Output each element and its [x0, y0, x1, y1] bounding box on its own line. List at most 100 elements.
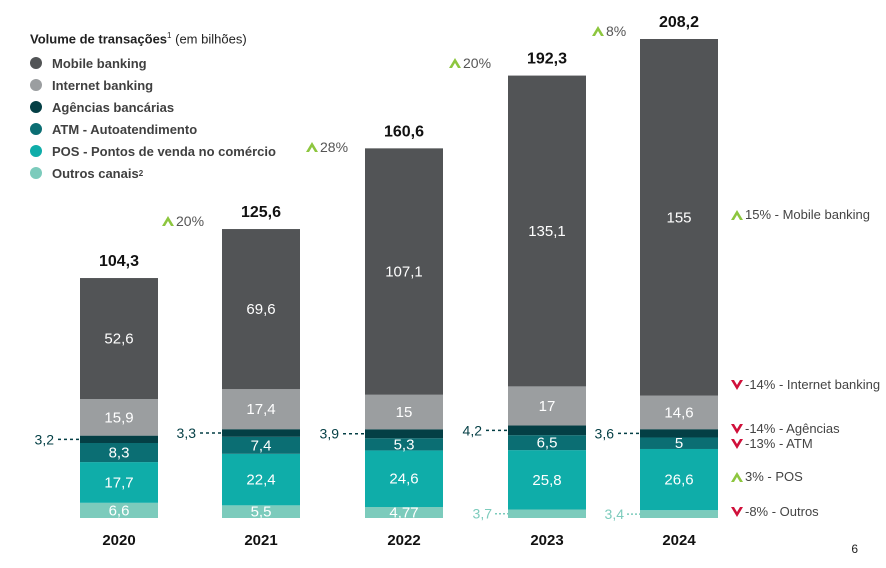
segment-value-label: 17,7 [104, 474, 133, 491]
legend-item: Mobile banking [30, 52, 276, 74]
legend-item: Outros canais 2 [30, 162, 276, 184]
x-tick-label: 2022 [387, 532, 420, 549]
bar-segment [222, 436, 300, 454]
growth-label: 28% [320, 139, 348, 155]
segment-value-label: 155 [666, 209, 691, 226]
legend-swatch [30, 57, 42, 70]
legend-label: POS - Pontos de venda no comércio [52, 143, 276, 159]
segment-value-label: 22,4 [246, 472, 275, 489]
agencias-value-label: 3,2 [35, 431, 55, 447]
segment-value-label: 17 [539, 398, 556, 415]
segment-value-label: 17,4 [246, 401, 275, 418]
legend-swatch [30, 145, 42, 158]
bar-segment [222, 389, 300, 430]
segment-value-label: 25,8 [532, 472, 561, 489]
agencias-value-label: 3,6 [595, 425, 615, 441]
growth-up-arrow-icon [592, 26, 604, 36]
variation-annotation: -14% - Internet banking [745, 377, 880, 392]
legend-label: Internet banking [52, 77, 154, 93]
legend-footnote: 2 [138, 168, 144, 178]
bar-segment [365, 148, 443, 395]
segment-value-label: 26,6 [664, 472, 693, 489]
decline-down-arrow-icon [731, 439, 743, 449]
legend-label: Outros canais [52, 165, 139, 181]
legend-swatch [30, 101, 42, 114]
legend-item: ATM - Autoatendimento [30, 118, 276, 140]
legend-swatch [30, 123, 42, 136]
growth-label: 8% [606, 23, 626, 39]
legend-label: Mobile banking [52, 55, 147, 71]
bar-segment [365, 438, 443, 451]
legend-swatch [30, 79, 42, 92]
x-tick-label: 2024 [662, 532, 696, 549]
agencias-value-label: 3,9 [320, 426, 340, 442]
legend-item: Internet banking [30, 74, 276, 96]
segment-value-label: 7,4 [251, 437, 272, 454]
growth-up-arrow-icon [731, 472, 743, 482]
x-tick-label: 2023 [530, 532, 563, 549]
decline-down-arrow-icon [731, 507, 743, 517]
bar-segment [508, 386, 586, 426]
variation-annotation: -14% - Agências [745, 421, 840, 436]
variation-annotation: 15% - Mobile banking [745, 207, 870, 222]
legend-subtitle: (em bilhões) [175, 31, 247, 47]
bar-segment [640, 510, 718, 518]
bar-segment [222, 505, 300, 518]
bar-segment [365, 394, 443, 430]
segment-value-label: 24,6 [389, 471, 418, 488]
legend-label: ATM - Autoatendimento [52, 121, 198, 137]
segment-value-label: 4,77 [389, 505, 418, 522]
legend-title-footnote: 1 [167, 31, 172, 40]
bar-segment [365, 429, 443, 439]
agencias-value-label: 4,2 [463, 422, 483, 438]
segment-value-label: 69,6 [246, 301, 275, 318]
agencias-value-label: 3,3 [177, 425, 197, 441]
segment-value-label: 15,9 [104, 409, 133, 426]
growth-up-arrow-icon [306, 142, 318, 152]
variation-annotation: -8% - Outros [745, 504, 819, 519]
bar-segment [80, 502, 158, 518]
bar-segment [508, 425, 586, 436]
variation-annotation: 3% - POS [745, 469, 803, 484]
decline-down-arrow-icon [731, 424, 743, 434]
segment-value-label: 5 [675, 435, 683, 452]
bar-segment [508, 435, 586, 451]
segment-value-label: 52,6 [104, 331, 133, 348]
bar-segment [80, 278, 158, 400]
bar-segment [640, 437, 718, 449]
segment-value-label: 15 [396, 404, 413, 421]
bar-segment [508, 450, 586, 510]
legend-label: Agências bancárias [52, 99, 175, 115]
bar-segment [222, 429, 300, 437]
growth-label: 20% [176, 213, 204, 229]
growth-up-arrow-icon [731, 210, 743, 220]
segment-value-label: 107,1 [385, 264, 423, 281]
bar-total-label: 104,3 [99, 253, 139, 270]
bar-segment [222, 453, 300, 506]
growth-up-arrow-icon [162, 216, 174, 226]
bar-total-label: 192,3 [527, 51, 567, 68]
bar-segment [640, 39, 718, 396]
legend-title-text: Volume de transações [30, 31, 168, 47]
bar-segment [80, 442, 158, 463]
segment-value-label: 8,3 [109, 445, 130, 462]
bar-segment [640, 448, 718, 511]
growth-label: 20% [463, 55, 491, 71]
bar-segment [80, 399, 158, 436]
bar-segment [640, 395, 718, 430]
bar-total-label: 160,6 [384, 123, 424, 140]
segment-value-label: 6,5 [537, 435, 558, 452]
chart-legend: Volume de transações1 (em bilhões) Mobil… [30, 31, 276, 184]
bar-segment [640, 429, 718, 438]
variation-annotation: -13% - ATM [745, 436, 813, 451]
bar-segment [222, 229, 300, 390]
legend-item: Agências bancárias [30, 96, 276, 118]
segment-value-label: 14,6 [664, 404, 693, 421]
bar-total-label: 208,2 [659, 14, 699, 31]
bar-segment [80, 435, 158, 443]
growth-up-arrow-icon [449, 58, 461, 68]
x-tick-label: 2020 [102, 532, 135, 549]
legend-swatch [30, 167, 42, 180]
segment-value-label: 5,5 [251, 504, 272, 521]
